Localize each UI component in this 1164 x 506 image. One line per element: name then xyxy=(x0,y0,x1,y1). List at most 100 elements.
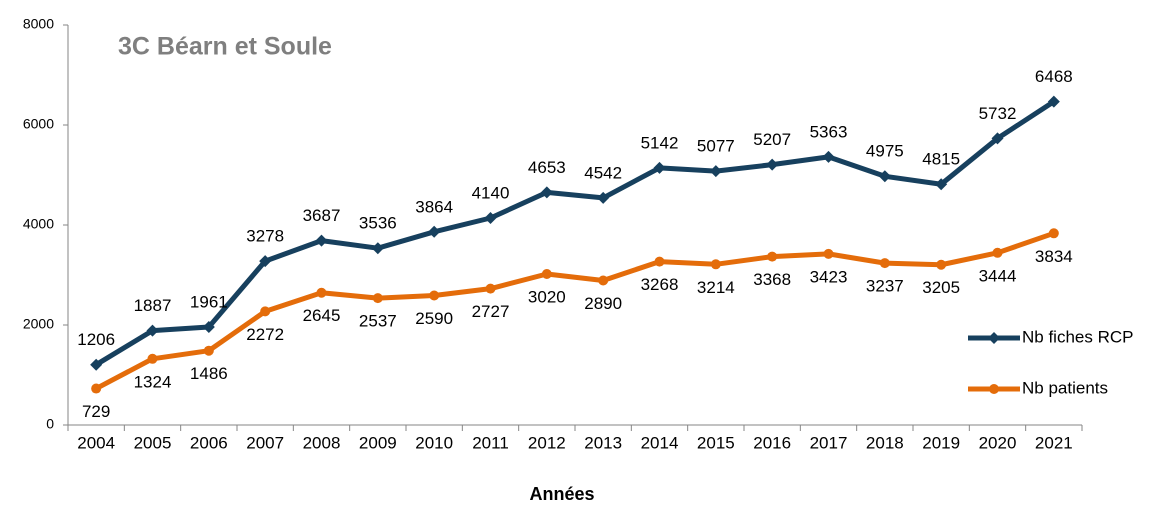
x-tick-label: 2010 xyxy=(415,433,453,452)
x-tick-label: 2021 xyxy=(1035,433,1073,452)
point xyxy=(653,161,666,174)
legend-label: Nb fiches RCP xyxy=(1022,327,1133,346)
point xyxy=(316,287,327,298)
data-label: 2537 xyxy=(359,312,397,331)
series-line xyxy=(94,99,1056,367)
data-label: 1961 xyxy=(190,292,228,311)
data-label: 3268 xyxy=(641,275,679,294)
y-tick-label: 4000 xyxy=(23,216,54,232)
y-tick-label: 2000 xyxy=(23,316,54,332)
point xyxy=(710,259,721,270)
data-label: 2727 xyxy=(472,302,510,321)
point xyxy=(597,191,610,204)
data-label: 729 xyxy=(82,402,110,421)
legend-label: Nb patients xyxy=(1022,378,1108,397)
data-label: 4653 xyxy=(528,158,566,177)
data-label: 3834 xyxy=(1035,247,1073,266)
point xyxy=(767,251,778,262)
point xyxy=(90,358,103,371)
point xyxy=(1047,95,1060,108)
y-tick-label: 6000 xyxy=(23,116,54,132)
data-label: 3237 xyxy=(866,277,904,296)
data-label: 3444 xyxy=(979,266,1017,285)
data-label: 4975 xyxy=(866,142,904,161)
data-label: 5732 xyxy=(979,104,1017,123)
data-label: 2645 xyxy=(303,306,341,325)
x-tick-label: 2014 xyxy=(641,433,679,452)
x-tick-label: 2016 xyxy=(753,433,791,452)
x-tick-label: 2004 xyxy=(77,433,115,452)
data-label: 1324 xyxy=(134,372,172,391)
data-label: 4140 xyxy=(472,183,510,202)
data-label: 3205 xyxy=(922,278,960,297)
data-label: 3368 xyxy=(753,270,791,289)
point xyxy=(598,275,609,286)
data-label: 3864 xyxy=(415,197,453,216)
x-tick-label: 2007 xyxy=(246,433,284,452)
x-tick-label: 2018 xyxy=(866,433,904,452)
point xyxy=(429,290,440,301)
point xyxy=(315,234,328,247)
point xyxy=(485,283,496,294)
point xyxy=(992,247,1003,258)
x-tick-label: 2020 xyxy=(979,433,1017,452)
point xyxy=(371,242,384,255)
point xyxy=(203,345,214,356)
point xyxy=(766,158,779,171)
point xyxy=(991,132,1004,145)
x-tick-label: 2006 xyxy=(190,433,228,452)
data-label: 3020 xyxy=(528,287,566,306)
point xyxy=(823,248,834,259)
data-label: 6468 xyxy=(1035,67,1073,86)
x-tick-label: 2011 xyxy=(472,433,509,452)
data-label: 5077 xyxy=(697,137,735,156)
data-label: 3687 xyxy=(303,206,341,225)
data-label: 3536 xyxy=(359,214,397,233)
point xyxy=(935,178,948,191)
data-label: 2590 xyxy=(415,309,453,328)
legend-marker xyxy=(988,332,1000,344)
x-tick-label: 2009 xyxy=(359,433,397,452)
data-label: 5207 xyxy=(753,130,791,149)
data-label: 3423 xyxy=(810,267,848,286)
series-line xyxy=(94,230,1055,391)
point xyxy=(936,259,947,270)
x-axis-label: Années xyxy=(529,484,594,504)
x-tick-label: 2017 xyxy=(810,433,848,452)
point xyxy=(822,150,835,163)
x-tick-label: 2005 xyxy=(134,433,172,452)
point xyxy=(91,383,102,394)
data-label: 1486 xyxy=(190,364,228,383)
legend-marker xyxy=(989,384,999,394)
data-label: 5363 xyxy=(810,122,848,141)
data-label: 3278 xyxy=(246,227,284,246)
data-label: 2272 xyxy=(246,325,284,344)
data-label: 1206 xyxy=(77,330,115,349)
point xyxy=(540,186,553,199)
data-label: 3214 xyxy=(697,278,735,297)
data-label: 5142 xyxy=(641,133,679,152)
chart-title: 3C Béarn et Soule xyxy=(118,33,332,61)
point xyxy=(879,258,890,269)
point xyxy=(1048,228,1059,239)
data-label: 4542 xyxy=(584,163,622,182)
x-tick-label: 2015 xyxy=(697,433,735,452)
point xyxy=(428,225,441,238)
data-label: 1887 xyxy=(134,296,172,315)
point xyxy=(709,165,722,178)
point xyxy=(541,269,552,279)
data-label: 4815 xyxy=(922,150,960,169)
point xyxy=(654,256,665,267)
point xyxy=(260,306,271,317)
y-tick-label: 8000 xyxy=(23,16,54,32)
x-tick-label: 2019 xyxy=(922,433,960,452)
point xyxy=(146,324,159,337)
x-tick-label: 2013 xyxy=(584,433,622,452)
point xyxy=(878,170,891,183)
point xyxy=(147,353,158,364)
point xyxy=(484,212,497,224)
point xyxy=(202,320,215,333)
y-tick-label: 0 xyxy=(46,416,54,432)
point xyxy=(372,293,383,304)
data-label: 2890 xyxy=(584,294,622,313)
